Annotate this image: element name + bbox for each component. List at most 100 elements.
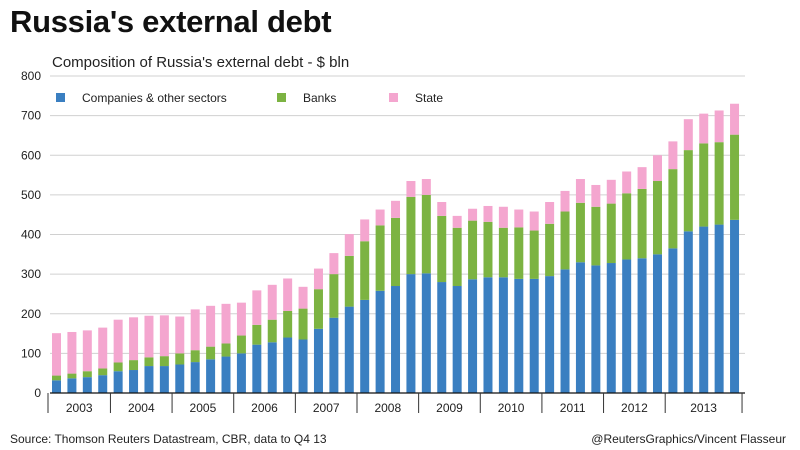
legend-label: Companies & other sectors: [82, 91, 227, 105]
x-tick-label: 2009: [436, 401, 463, 415]
bar-segment: [637, 258, 647, 393]
bar-segment: [82, 330, 92, 372]
bar-segment: [360, 299, 370, 393]
x-tick-label: 2007: [313, 401, 340, 415]
bar-segment: [652, 181, 662, 255]
x-tick-label: 2005: [190, 401, 217, 415]
bar-segment: [298, 286, 308, 309]
bar-segment: [144, 366, 154, 393]
bar-segment: [344, 255, 354, 307]
bar-segment: [283, 337, 293, 393]
bar-segment: [591, 184, 601, 207]
bar-segment: [560, 190, 570, 212]
bar-segment: [159, 356, 169, 367]
bar-segment: [267, 284, 277, 320]
x-tick-label: 2003: [66, 401, 93, 415]
bar-segment: [483, 205, 493, 222]
bar-segment: [514, 278, 524, 393]
bar-segment: [498, 227, 508, 278]
bar-segment: [699, 113, 709, 144]
bar-segment: [82, 371, 92, 378]
bar-segment: [206, 305, 216, 347]
bar-segment: [545, 223, 555, 277]
bar-segment: [98, 375, 108, 393]
bar-segment: [421, 194, 431, 274]
bar-segment: [67, 378, 77, 393]
bar-segment: [730, 103, 740, 135]
x-tick-label: 2013: [690, 401, 717, 415]
bar-segment: [159, 366, 169, 393]
bar-segment: [267, 319, 277, 343]
bar-segment: [298, 308, 308, 340]
bar-segment: [236, 302, 246, 336]
bar-segment: [437, 215, 447, 283]
bar-segment: [391, 217, 401, 287]
bar-segment: [175, 364, 185, 393]
bar-segment: [560, 269, 570, 393]
bar-segment: [406, 196, 416, 275]
bar-segment: [529, 211, 539, 231]
bar-segment: [283, 278, 293, 311]
bar-segment: [622, 259, 632, 393]
bar-segment: [360, 219, 370, 242]
chart-subtitle: Composition of Russia's external debt - …: [52, 54, 350, 71]
bar-segment: [468, 220, 478, 280]
y-tick-label: 0: [34, 386, 41, 400]
legend-swatch: [389, 93, 398, 102]
bar-segment: [144, 357, 154, 367]
bar-segment: [421, 273, 431, 393]
bar-segment: [190, 350, 200, 363]
bar-segment: [206, 346, 216, 360]
bar-segment: [606, 263, 616, 393]
bar-segment: [175, 316, 185, 354]
bar-segment: [52, 380, 61, 393]
bar-segment: [545, 202, 555, 224]
y-tick-label: 400: [21, 228, 41, 242]
bar-segment: [329, 253, 339, 275]
bar-segment: [668, 248, 678, 393]
bar-segment: [375, 290, 385, 393]
bar-segment: [483, 221, 493, 278]
bar-segment: [113, 371, 123, 393]
bar-segment: [283, 310, 293, 338]
bar-segment: [82, 377, 92, 393]
bar-segment: [575, 179, 585, 203]
legend-label: State: [415, 91, 443, 105]
bar-segment: [98, 327, 108, 369]
y-tick-label: 500: [21, 188, 41, 202]
bar-segment: [391, 200, 401, 218]
bar-segment: [206, 359, 216, 393]
bar-segment: [344, 306, 354, 393]
bar-segment: [375, 225, 385, 291]
bar-segment: [190, 362, 200, 393]
bar-segment: [591, 206, 601, 266]
bar-segment: [498, 277, 508, 393]
x-tick-label: 2010: [498, 401, 525, 415]
bar-segment: [144, 315, 154, 358]
bar-segment: [452, 227, 462, 287]
bar-segment: [313, 268, 323, 290]
source-note: Source: Thomson Reuters Datastream, CBR,…: [10, 432, 327, 446]
bar-segment: [560, 211, 570, 270]
bar-segment: [344, 234, 354, 256]
bar-segment: [437, 202, 447, 216]
bar-segment: [52, 333, 61, 376]
bar-segment: [714, 110, 724, 143]
bar-segment: [452, 215, 462, 228]
bar-segment: [360, 241, 370, 300]
bar-segment: [113, 319, 123, 363]
legend: Companies & other sectors Banks State: [56, 91, 443, 105]
bar-segment: [637, 167, 647, 189]
bar-segment: [67, 373, 77, 379]
bar-segment: [267, 342, 277, 393]
bar-segment: [668, 141, 678, 170]
y-tick-label: 600: [21, 148, 41, 162]
y-tick-label: 200: [21, 307, 41, 321]
bar-segment: [406, 274, 416, 394]
credit-note: @ReutersGraphics/Vincent Flasseur: [591, 432, 786, 446]
bar-segment: [575, 202, 585, 263]
bar-segment: [221, 343, 231, 357]
bar-segment: [113, 362, 123, 372]
x-tick-label: 2011: [560, 401, 586, 415]
legend-swatch: [277, 93, 286, 102]
